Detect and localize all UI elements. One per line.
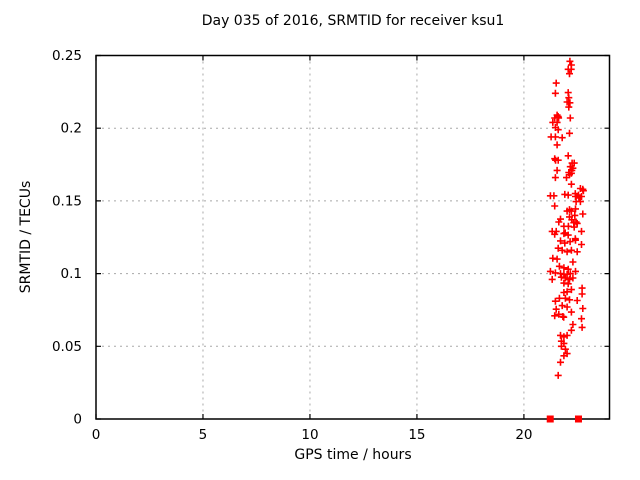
y-tick-label: 0.15 bbox=[52, 193, 82, 209]
x-axis-label: GPS time / hours bbox=[294, 447, 412, 463]
data-point-square-marker bbox=[546, 415, 554, 423]
y-tick-label: 0.25 bbox=[52, 48, 82, 64]
x-tick-label: 0 bbox=[92, 427, 101, 443]
chart-title: Day 035 of 2016, SRMTID for receiver ksu… bbox=[201, 13, 505, 29]
y-tick-label: 0.05 bbox=[52, 339, 82, 355]
y-tick-label: 0.1 bbox=[61, 266, 82, 282]
y-axis-label: SRMTID / TECUs bbox=[18, 180, 34, 294]
data-point-square-marker bbox=[574, 415, 582, 423]
x-tick-label: 15 bbox=[408, 427, 425, 443]
y-tick-label: 0.2 bbox=[61, 121, 82, 137]
data-point-plus-markers bbox=[546, 57, 587, 379]
x-tick-label: 10 bbox=[301, 427, 318, 443]
x-tick-label: 20 bbox=[515, 427, 532, 443]
plot-border bbox=[95, 54, 611, 420]
x-tick-label: 5 bbox=[199, 427, 208, 443]
y-tick-label: 0 bbox=[73, 412, 82, 428]
